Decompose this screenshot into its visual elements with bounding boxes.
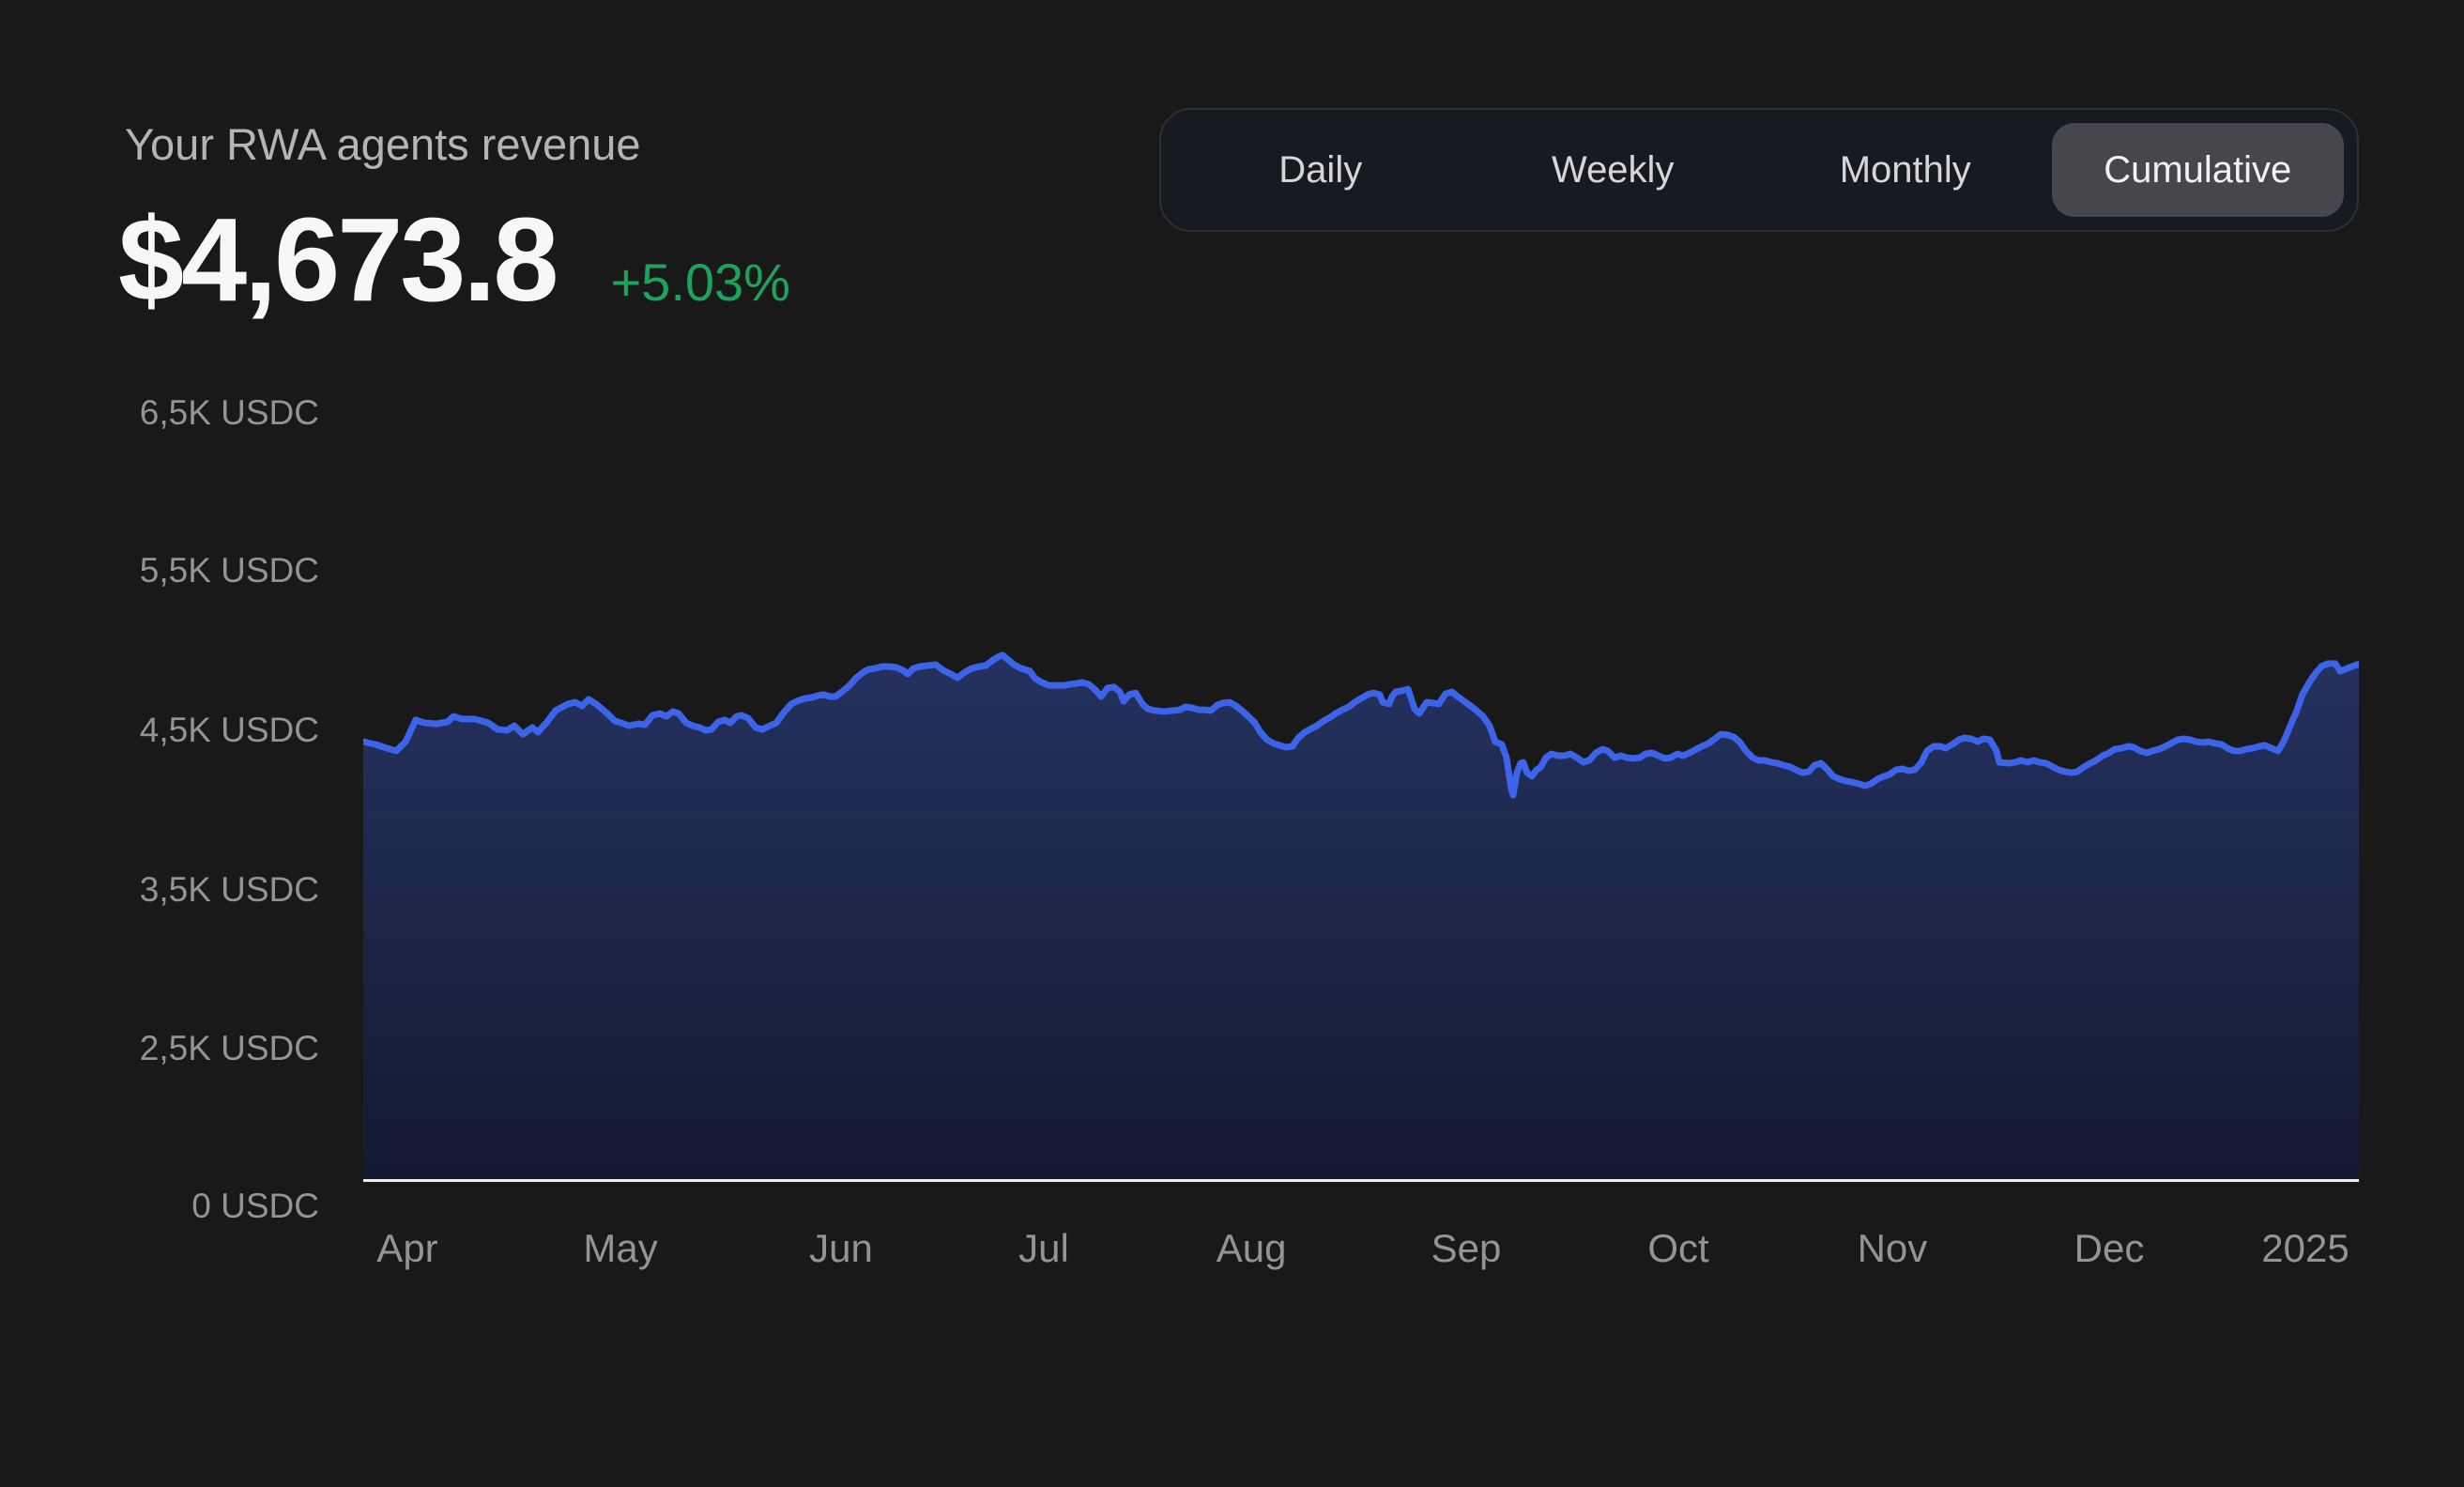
tab-cumulative[interactable]: Cumulative <box>2051 123 2344 217</box>
y-tick-label: 5,5K USDC <box>139 551 319 590</box>
page-title: Your RWA agents revenue <box>125 119 641 169</box>
y-tick-label: 2,5K USDC <box>139 1029 319 1067</box>
revenue-chart[interactable] <box>363 376 2359 1182</box>
x-tick-label: Jun <box>809 1226 873 1270</box>
timeframe-tab-bar: Daily Weekly Monthly Cumulative <box>1159 108 2359 232</box>
revenue-headline: $4,673.8 +5.03% <box>118 192 790 328</box>
tab-weekly[interactable]: Weekly <box>1552 148 1675 191</box>
y-tick-label: 0 USDC <box>191 1187 319 1225</box>
x-tick-label: Jul <box>1018 1226 1069 1270</box>
x-tick-label: May <box>583 1226 658 1270</box>
revenue-change: +5.03% <box>610 253 790 312</box>
revenue-chart-svg <box>363 652 2359 1182</box>
x-tick-label: 2025 <box>2261 1226 2349 1270</box>
tab-monthly[interactable]: Monthly <box>1839 148 1971 191</box>
x-tick-label: Aug <box>1216 1226 1287 1270</box>
x-tick-label: Oct <box>1647 1226 1709 1270</box>
revenue-line <box>363 652 2359 799</box>
x-tick-label: Dec <box>2074 1226 2145 1270</box>
y-tick-label: 4,5K USDC <box>139 711 319 749</box>
x-tick-label: Apr <box>376 1226 438 1270</box>
y-tick-label: 3,5K USDC <box>139 870 319 909</box>
y-tick-label: 6,5K USDC <box>139 393 319 432</box>
tab-daily[interactable]: Daily <box>1278 148 1363 191</box>
revenue-value: $4,673.8 <box>118 193 559 326</box>
x-tick-label: Nov <box>1857 1226 1928 1270</box>
x-tick-label: Sep <box>1431 1226 1502 1270</box>
